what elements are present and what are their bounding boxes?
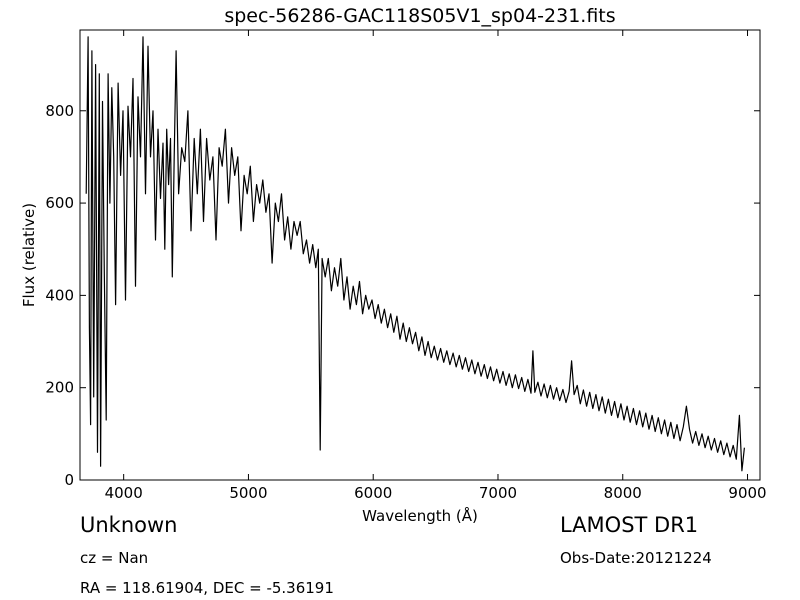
y-tick-label: 200: [45, 379, 74, 397]
obs-date: Obs-Date:20121224: [560, 549, 712, 567]
y-tick-label: 0: [64, 471, 74, 489]
y-tick-label: 600: [45, 194, 74, 212]
y-axis-label: Flux (relative): [20, 203, 38, 307]
x-tick-label: 7000: [479, 484, 517, 502]
x-tick-label: 9000: [728, 484, 766, 502]
x-tick-label: 4000: [105, 484, 143, 502]
ra-dec-text: RA = 118.61904, DEC = -5.36191: [80, 579, 334, 597]
plot-frame: [79, 29, 761, 481]
axes: 4000 5000 6000 7000 8000 9000 0 200 400 600 800: [45, 29, 767, 502]
y-tick-label: 400: [45, 286, 74, 304]
redshift-text: cz = Nan: [80, 549, 149, 567]
x-tick-label: 5000: [229, 484, 267, 502]
x-axis-label: Wavelength (Å): [362, 506, 478, 525]
spectrum-line-0: [85, 36, 745, 472]
x-tick-label: 8000: [604, 484, 642, 502]
y-tick-label: 800: [45, 102, 74, 120]
chart-title: spec-56286-GAC118S05V1_sp04-231.fits: [224, 5, 615, 27]
x-tick-label: 6000: [354, 484, 392, 502]
object-class: Unknown: [80, 513, 178, 537]
plot-area: [85, 36, 745, 472]
survey-name: LAMOST DR1: [560, 513, 699, 537]
